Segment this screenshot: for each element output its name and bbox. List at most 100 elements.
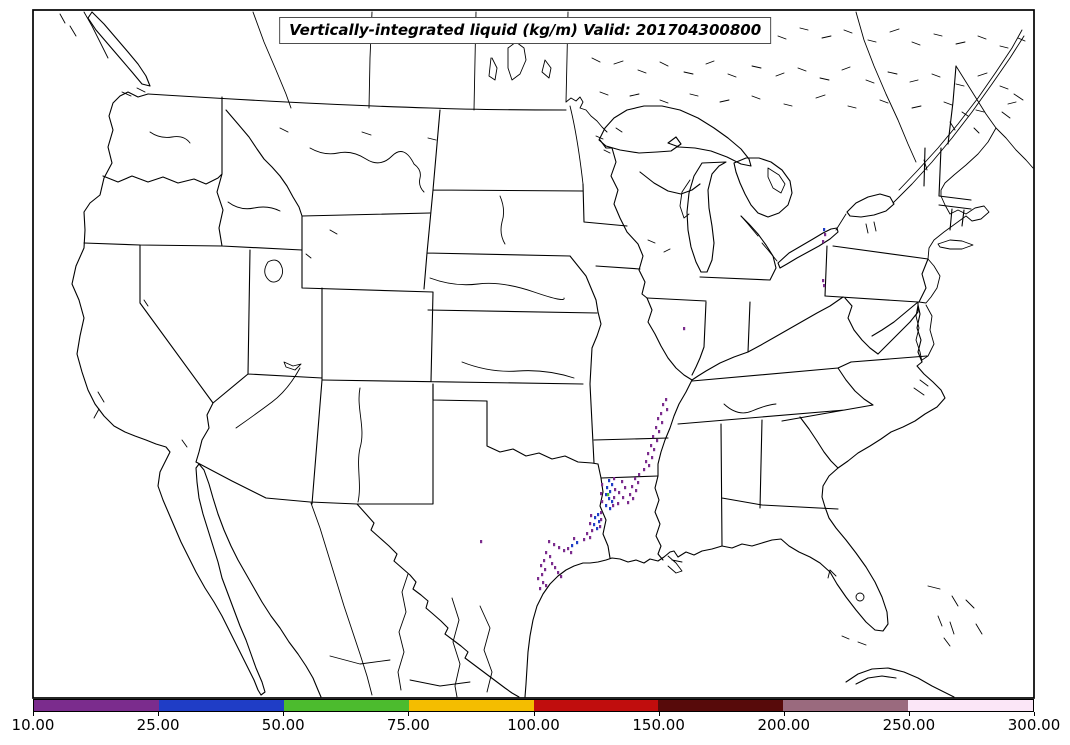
vil-cell: [548, 540, 551, 544]
vil-cell: [634, 477, 637, 481]
colorbar-segment-5: [658, 700, 784, 711]
plot-title: Vertically-integrated liquid (kg/m) Vali…: [279, 17, 772, 44]
vil-cell: [600, 492, 603, 496]
colorbar-ticks: [33, 712, 1035, 716]
colorbar-segment-3: [408, 700, 534, 711]
colorbar-segment-4: [533, 700, 659, 711]
vil-cell: [542, 581, 545, 585]
vil-overlay: [480, 228, 827, 591]
vil-cell: [621, 480, 624, 484]
vil-cell: [660, 412, 663, 416]
vil-cell: [652, 435, 655, 439]
vil-cell: [822, 279, 825, 283]
colorbar-segment-2: [283, 700, 409, 711]
mexico-state-borders: [310, 502, 493, 698]
vil-cell: [824, 233, 827, 237]
vil-cell: [605, 504, 608, 508]
vil-cell: [645, 460, 648, 464]
vil-cell: [605, 493, 608, 497]
vil-cell: [576, 541, 579, 545]
vil-cell: [600, 518, 603, 522]
vil-cell: [589, 522, 592, 526]
vil-cell: [554, 566, 557, 570]
vil-cell: [614, 488, 617, 492]
great-lakes: [598, 105, 895, 273]
vil-cell: [601, 483, 604, 487]
colorbar-tick-label: 200.00: [757, 716, 811, 734]
colorbar-tick-label: 75.00: [386, 716, 430, 734]
vil-cell: [651, 456, 654, 460]
vil-cell: [647, 452, 650, 456]
colorbar-tick-label: 100.00: [507, 716, 560, 734]
vil-cell: [661, 421, 664, 425]
colorbar-tick: [533, 712, 535, 716]
vil-cell: [537, 577, 540, 581]
colorbar-tick-label: 250.00: [882, 716, 936, 734]
vil-cell: [544, 568, 547, 572]
vil-cell: [612, 504, 615, 508]
vil-cell: [583, 538, 586, 542]
vil-cell: [540, 564, 543, 568]
vil-cell: [600, 511, 603, 515]
vil-cell: [613, 477, 616, 481]
vil-cell: [657, 417, 660, 421]
colorbar-segment-1: [158, 700, 284, 711]
colorbar-segment-0: [34, 700, 159, 711]
vil-cell: [551, 562, 554, 566]
colorbar-tick: [658, 712, 660, 716]
vil-cell: [658, 430, 661, 434]
colorbar-tick-label: 150.00: [632, 716, 685, 734]
vil-cell: [597, 513, 600, 517]
vil-cell: [823, 284, 826, 288]
vil-cell: [563, 549, 566, 553]
vil-cell: [558, 546, 561, 550]
vil-cell: [608, 497, 611, 501]
vil-cell: [638, 473, 641, 477]
canada-borders: [147, 11, 1025, 204]
vil-cell: [593, 523, 596, 527]
vil-cell: [648, 464, 651, 468]
colorbar-tick-label: 50.00: [261, 716, 305, 734]
vil-cell: [545, 551, 548, 555]
vil-cell: [822, 240, 825, 244]
vil-cell: [607, 493, 610, 497]
vil-cell: [637, 481, 640, 485]
vil-cell: [573, 537, 576, 541]
colorbar-tick: [283, 712, 285, 716]
vil-cell: [656, 439, 659, 443]
colorbar-tick: [908, 712, 910, 716]
vil-cell: [549, 555, 552, 559]
vil-cell: [629, 493, 632, 497]
vil-cell: [611, 483, 614, 487]
vil-cell: [589, 536, 592, 540]
colorbar-segment-7: [908, 700, 1033, 711]
vil-cell: [650, 444, 653, 448]
vil-cell: [665, 398, 668, 402]
vil-cell: [613, 496, 616, 500]
vil-cell: [618, 491, 621, 495]
vil-cell: [823, 228, 826, 232]
colorbar: [33, 699, 1034, 712]
vil-cell: [653, 448, 656, 452]
vil-cell: [599, 525, 602, 529]
vil-cell: [571, 544, 574, 548]
vil-cell: [545, 584, 548, 588]
colorbar-tick: [783, 712, 785, 716]
vil-cell: [635, 489, 638, 493]
vil-cell: [617, 502, 620, 506]
vil-cell: [655, 426, 658, 430]
colorbar-tick-label: 10.00: [11, 716, 55, 734]
colorbar-segment-6: [783, 700, 909, 711]
vil-cell: [606, 486, 609, 490]
colorbar-tick-label: 300.00: [1007, 716, 1061, 734]
vil-cell: [567, 547, 570, 551]
vil-cell: [553, 543, 556, 547]
vil-cell: [609, 507, 612, 511]
vil-cell: [608, 479, 611, 483]
vil-cell: [643, 468, 646, 472]
vil-cell: [624, 486, 627, 490]
map-frame: [32, 9, 1035, 699]
vil-cell: [543, 559, 546, 563]
colorbar-tick-label: 25.00: [136, 716, 180, 734]
